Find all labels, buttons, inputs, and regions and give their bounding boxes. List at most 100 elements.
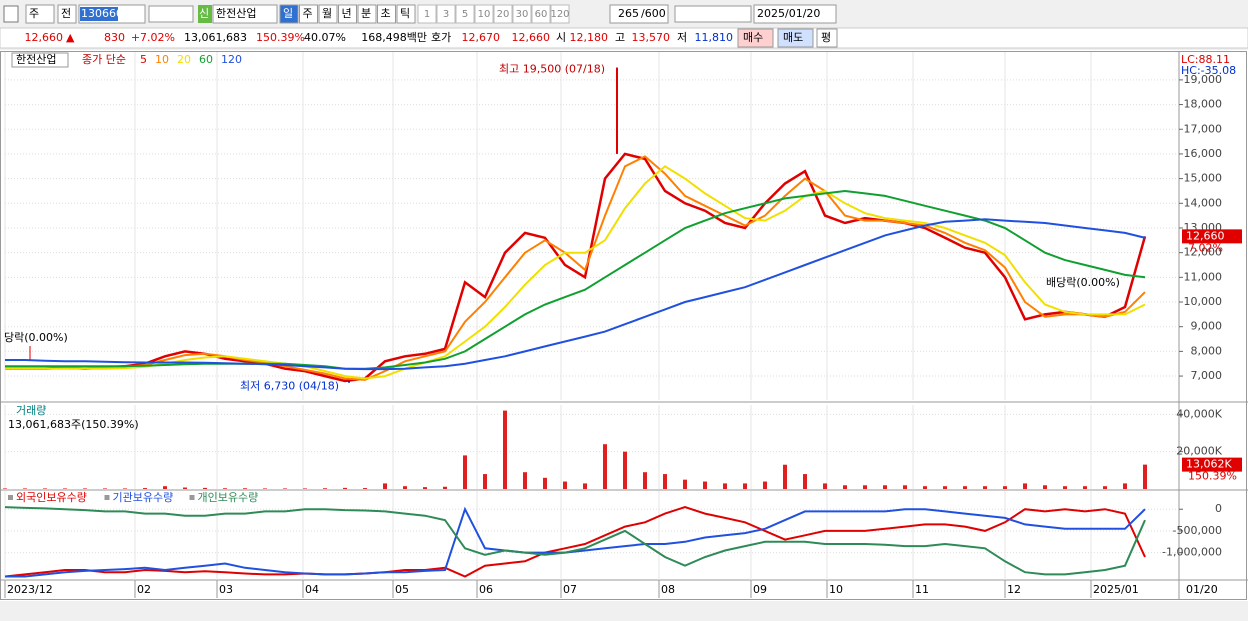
y-tick-label: 7,000 <box>1191 369 1223 382</box>
period-button[interactable] <box>377 4 396 24</box>
period-button[interactable] <box>299 4 318 24</box>
panel-subtitle: 13,061,683주(150.39%) <box>8 418 139 431</box>
buy-button[interactable] <box>737 28 774 48</box>
market-select[interactable] <box>25 4 55 24</box>
volume-bar <box>1023 483 1027 489</box>
volume-bar <box>103 488 107 489</box>
period[interactable]: 틱 <box>400 7 410 20</box>
high: 13,570 <box>632 31 671 44</box>
buy[interactable]: 매수 <box>743 31 763 44</box>
volume-bar <box>1123 483 1127 489</box>
icon[interactable] <box>3 5 19 23</box>
avg[interactable]: 평 <box>821 31 831 44</box>
current-value-box <box>1182 457 1242 472</box>
unit[interactable]: 10 <box>478 9 491 20</box>
unit-button[interactable] <box>550 4 570 24</box>
change: 830 <box>104 31 125 44</box>
sell-button[interactable] <box>777 28 814 48</box>
period[interactable]: 년 <box>342 7 352 20</box>
tool-icons[interactable] <box>674 5 752 23</box>
period[interactable]: 초 <box>381 7 391 20</box>
unit-button[interactable] <box>531 4 551 24</box>
unit-button[interactable] <box>474 4 494 24</box>
unit[interactable]: 20 <box>497 9 510 20</box>
volume-bar <box>163 486 167 489</box>
y-tick-label: -1,000,000 <box>1162 546 1222 559</box>
series-line <box>5 155 1146 381</box>
volume-bar <box>43 488 47 489</box>
unit[interactable]: 120 <box>550 9 569 20</box>
period-button[interactable] <box>279 4 299 24</box>
period[interactable]: 주 <box>303 7 313 20</box>
price: 12,660 <box>25 31 64 44</box>
legend-swatch <box>104 495 110 500</box>
x-tick-label: 2023/12 <box>7 583 53 596</box>
current-value-label: 12,660 <box>1186 229 1225 242</box>
unit[interactable]: 60 <box>535 9 548 20</box>
volume-bar <box>983 486 987 489</box>
period-button[interactable] <box>318 4 338 24</box>
current-sub-label: 7.02% <box>1188 241 1223 254</box>
name-box[interactable] <box>212 4 278 24</box>
unit-button[interactable] <box>512 4 532 24</box>
legend-entry: 외국인보유수량 <box>16 491 87 504</box>
unit-button[interactable] <box>436 4 456 24</box>
market: 주 <box>29 7 39 20</box>
period[interactable]: 분 <box>361 7 371 20</box>
period-button[interactable] <box>338 4 357 24</box>
unit-button[interactable] <box>493 4 513 24</box>
legend-entry: 10 <box>155 53 169 66</box>
date: 2025/01/20 <box>757 7 820 20</box>
period-button[interactable] <box>396 4 416 24</box>
legend-entry: 60 <box>199 53 213 66</box>
volume-bar <box>3 488 7 489</box>
unit[interactable]: 5 <box>462 9 468 20</box>
ask-label: 호가 <box>431 31 451 44</box>
legend-entry: 기관보유수량 <box>113 491 174 504</box>
lc-label: LC:88.11 <box>1181 53 1230 66</box>
volume-bar <box>963 486 967 489</box>
volume-bar <box>503 410 507 489</box>
legend-entry: 120 <box>221 53 242 66</box>
volume-bar <box>823 483 827 489</box>
volume-bar <box>443 486 447 489</box>
scrollbar[interactable] <box>0 601 1248 621</box>
volume-bar <box>723 483 727 489</box>
count-box[interactable] <box>609 4 669 24</box>
y-tick-label: 18,000 <box>1184 98 1223 111</box>
chart-frame <box>0 51 1247 600</box>
legend-swatch <box>189 495 195 500</box>
volume-bar <box>783 464 787 489</box>
market2-box[interactable] <box>57 4 77 24</box>
code-highlight <box>80 7 118 21</box>
period[interactable]: 일 <box>283 6 293 20</box>
sell[interactable]: 매도 <box>783 31 803 44</box>
icons[interactable] <box>148 5 194 23</box>
volume-bar <box>463 455 467 489</box>
period-button[interactable] <box>357 4 377 24</box>
current-value-box <box>1182 229 1242 244</box>
period[interactable]: 월 <box>322 7 332 20</box>
legend-swatch <box>8 495 13 500</box>
avg-button[interactable] <box>816 28 838 48</box>
volume-bar <box>643 472 647 489</box>
volume-bar <box>1103 486 1107 489</box>
unit-button[interactable] <box>417 4 437 24</box>
high-label: 고 <box>615 31 625 44</box>
volume-bar <box>123 488 127 489</box>
date-box[interactable] <box>753 4 837 24</box>
turnover: 40.07% <box>304 31 346 44</box>
volume-bar <box>743 483 747 489</box>
x-tick-label: 08 <box>661 583 675 596</box>
unit[interactable]: 3 <box>443 9 449 20</box>
volume-bar <box>223 488 227 489</box>
legend-entry: 20 <box>177 53 191 66</box>
legend-name: 한전산업 <box>16 53 56 66</box>
y-tick-label: 15,000 <box>1184 172 1223 185</box>
open: 12,180 <box>570 31 609 44</box>
unit[interactable]: 1 <box>424 9 430 20</box>
unit-button[interactable] <box>455 4 475 24</box>
current-sub-label: 150.39% <box>1188 470 1237 483</box>
unit[interactable]: 30 <box>516 9 529 20</box>
market2: 전 <box>61 7 71 20</box>
